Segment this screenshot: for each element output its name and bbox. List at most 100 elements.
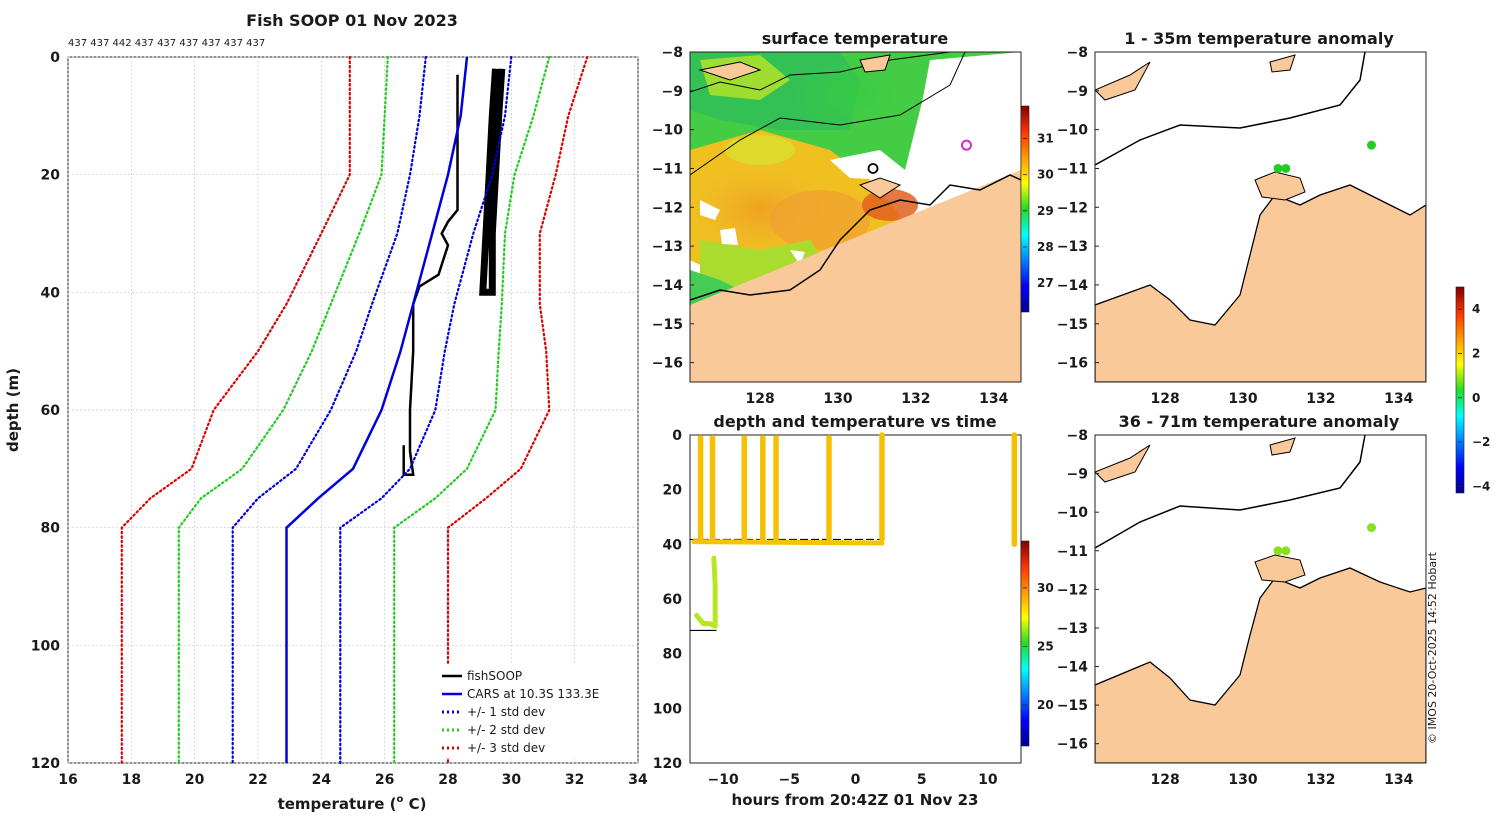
anomaly-deep-xtick-0: 128	[1150, 772, 1179, 788]
time-xtick-0: −10	[707, 772, 738, 788]
anomaly-cbtick-2: 0	[1472, 391, 1480, 405]
anomaly-colorbar	[1455, 286, 1465, 494]
legend-label-3std: +/- 3 std dev	[467, 741, 545, 755]
profile-xtick-2: 20	[185, 772, 205, 788]
profile-xtick-9: 34	[628, 772, 648, 788]
profile-legend: fishSOOP CARS at 10.3S 133.3E +/- 1 std …	[436, 664, 632, 758]
time-ytick-3: 60	[663, 592, 683, 608]
profile-series-7	[120, 55, 351, 765]
anomaly-shallow-xtick-0: 128	[1150, 391, 1179, 407]
sst-xtick-2: 132	[901, 391, 930, 407]
time-xtick-4: 10	[978, 772, 998, 788]
anomaly-deep-point-1	[1281, 546, 1291, 556]
anomaly-shallow-axes	[1094, 51, 1427, 383]
anomaly-cbtick-4: 4	[1472, 302, 1480, 316]
legend-label-fishsoop: fishSOOP	[467, 669, 522, 683]
time-ytick-2: 40	[663, 537, 683, 553]
sst-cbtick-1: 28	[1037, 240, 1054, 254]
anomaly-cbtick-0: −4	[1472, 479, 1490, 493]
profile-series-1	[479, 68, 506, 296]
sst-xtick-1: 130	[823, 391, 852, 407]
time-ytick-5: 100	[653, 701, 682, 717]
anomaly-shallow-ytick-1: −9	[1067, 84, 1088, 100]
sst-ytick-7: −15	[652, 317, 683, 333]
legend-box	[436, 664, 632, 758]
profile-ytick-5: 100	[31, 638, 60, 654]
xlabel-tail: C)	[403, 795, 426, 813]
time-xtick-1: −5	[779, 772, 800, 788]
xlabel-main: temperature (	[278, 795, 397, 813]
anomaly-shallow-ytick-8: −16	[1057, 356, 1088, 372]
profile-xtick-4: 24	[312, 772, 332, 788]
anomaly-deep-point-0	[1273, 546, 1283, 556]
time-ytick-4: 80	[663, 647, 683, 663]
anomaly-shallow-ytick-0: −8	[1067, 45, 1088, 61]
sst-field	[690, 52, 1021, 382]
profile-panel: Fish SOOP 01 Nov 2023 437 437 442 437 43…	[4, 11, 648, 813]
profile-series	[120, 55, 589, 765]
anomaly-shallow-panel: 1 - 35m temperature anomaly 128 130 132 134…	[1057, 29, 1427, 407]
sst-ytick-3: −11	[652, 161, 683, 177]
sst-marker-magenta	[960, 139, 972, 151]
anomaly-deep-ytick-6: −14	[1057, 660, 1088, 676]
anomaly-shallow-ticks: 128 130 132 134 −8 −9 −10 −11 −12 −13 −14 −15 −16	[1057, 45, 1414, 407]
profile-top-labels: 437 437 442 437 437 437 437 437 437	[68, 38, 265, 49]
profile-ytick-1: 20	[41, 168, 61, 184]
sst-title: surface temperature	[762, 29, 949, 48]
profile-ytick-2: 40	[41, 285, 61, 301]
profile-series-4	[339, 55, 513, 765]
time-marks	[690, 432, 1018, 632]
anomaly-shallow-title: 1 - 35m temperature anomaly	[1124, 29, 1394, 48]
anomaly-deep-axes	[1094, 434, 1427, 764]
profile-xtick-7: 30	[502, 772, 522, 788]
sst-cbtick-4: 31	[1037, 132, 1054, 146]
profile-ytick-3: 60	[41, 403, 61, 419]
sst-ytick-4: −12	[652, 200, 683, 216]
sst-marker-black	[867, 163, 879, 174]
time-ytick-0: 0	[672, 428, 682, 444]
anomaly-deep-ytick-8: −16	[1057, 737, 1088, 753]
anomaly-deep-panel: 36 - 71m temperature anomaly 128 130 132 13…	[1057, 412, 1427, 788]
time-title: depth and temperature vs time	[713, 412, 996, 431]
anomaly-deep-ytick-0: −8	[1067, 428, 1088, 444]
anomaly-shallow-point-2	[1366, 140, 1376, 150]
anomaly-deep-ytick-5: −13	[1057, 621, 1088, 637]
anomaly-deep-ticks: 128 130 132 134 −8 −9 −10 −11 −12 −13 −14 −15 −16	[1057, 428, 1414, 788]
anomaly-cbtick-1: −2	[1472, 435, 1490, 449]
anomaly-shallow-point-1	[1281, 163, 1291, 173]
anomaly-shallow-xtick-3: 134	[1384, 391, 1413, 407]
profile-ylabel: depth (m)	[4, 368, 22, 452]
anomaly-shallow-ytick-6: −14	[1057, 278, 1088, 294]
time-panel: depth and temperature vs time −10 −5 0 5 100…	[653, 412, 1054, 809]
time-xtick-3: 5	[917, 772, 927, 788]
profile-xlabel: temperature (o C)	[278, 794, 427, 813]
time-colorbar	[1020, 540, 1030, 747]
profile-series-5	[177, 55, 389, 765]
sst-ytick-5: −13	[652, 239, 683, 255]
sst-cbtick-0: 27	[1037, 276, 1054, 290]
profile-series-8	[446, 55, 589, 765]
anomaly-shallow-ytick-7: −15	[1057, 317, 1088, 333]
anomaly-colorbar-ticks: −4 −2 0 2 4	[1458, 302, 1490, 493]
time-colorbar-ticks: 20 25 30	[1023, 581, 1054, 712]
anomaly-deep-title: 36 - 71m temperature anomaly	[1119, 412, 1400, 431]
anomaly-deep-ytick-7: −15	[1057, 698, 1088, 714]
time-xlabel: hours from 20:42Z 01 Nov 23	[732, 791, 979, 809]
anomaly-deep-ytick-4: −12	[1057, 582, 1088, 598]
anomaly-deep-point-2	[1366, 523, 1376, 533]
profile-ytick-0: 0	[50, 50, 60, 66]
profile-series-2	[285, 56, 469, 763]
profile-series-3	[231, 55, 427, 765]
anomaly-shallow-ytick-3: −11	[1057, 161, 1088, 177]
sst-colorbar	[1020, 105, 1030, 313]
profile-ytick-6: 120	[31, 756, 60, 772]
credit-text: © IMOS 20-Oct-2025 14:52 Hobart	[1426, 551, 1439, 744]
anomaly-shallow-xtick-2: 132	[1306, 391, 1335, 407]
anomaly-deep-ytick-2: −10	[1057, 505, 1088, 521]
anomaly-deep-map	[1095, 435, 1426, 763]
time-bottom-track	[691, 539, 885, 546]
sst-ticks: 128 130 132 134 −8 −9 −10 −11 −12 −13 −14 −15 −16	[652, 45, 1009, 407]
sst-ytick-2: −10	[652, 123, 683, 139]
time-deep-profile	[694, 555, 718, 629]
